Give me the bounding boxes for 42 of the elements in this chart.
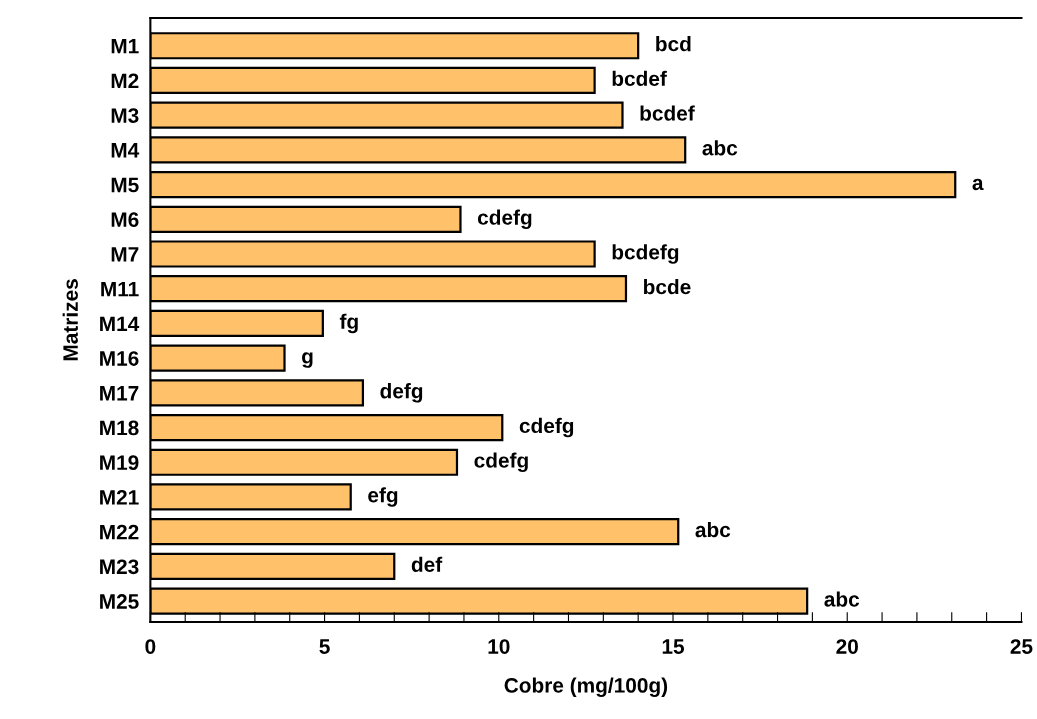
x-tick-label: 20 [836,639,858,654]
data-label: a [972,178,984,191]
data-label: efg [368,487,398,507]
y-axis-title: Matrizes [62,279,78,361]
y-tick-label: M22 [100,524,139,540]
x-tick-label: 0 [145,639,156,654]
x-tick-label: 5 [319,639,330,654]
data-label: defg [380,383,423,403]
y-tick-label: M3 [111,108,139,123]
y-tick-label: M2 [111,73,139,88]
x-tick-label: 10 [488,639,510,654]
y-tick-label: M14 [100,316,140,331]
y-tick-label: M19 [100,455,139,471]
data-label: bcdef [640,105,695,121]
data-label: bcdefg [612,244,679,264]
data-label: g [302,352,313,368]
y-tick-label: M18 [100,420,139,436]
y-tick-label: M25 [100,594,139,609]
data-label: abc [824,591,860,607]
data-label: cdefg [519,417,574,438]
y-tick-label: M5 [111,177,139,193]
data-label: cdefg [477,209,532,230]
y-tick-label: M23 [100,559,139,575]
data-label: abc [702,140,738,156]
y-tick-label: M1 [111,38,139,54]
x-axis-title: Cobre (mg/100g) [504,677,668,697]
y-tick-label: M21 [100,489,139,505]
data-label: bcdef [612,70,667,87]
y-tick-label: M16 [100,351,139,366]
x-tick-label: 15 [662,639,685,654]
y-tick-label: M4 [111,143,140,158]
y-tick-label: M7 [111,247,139,262]
data-label: def [411,556,443,572]
data-label: bcde [644,279,691,295]
y-tick-label: M11 [101,281,139,297]
y-tick-label: M17 [100,386,139,401]
data-label: bcd [656,36,691,52]
data-label: abc [695,521,731,538]
x-tick-label: 25 [1010,639,1033,654]
y-tick-label: M6 [111,212,139,228]
data-label: cdefg [474,452,528,473]
data-label: fg [339,313,358,334]
